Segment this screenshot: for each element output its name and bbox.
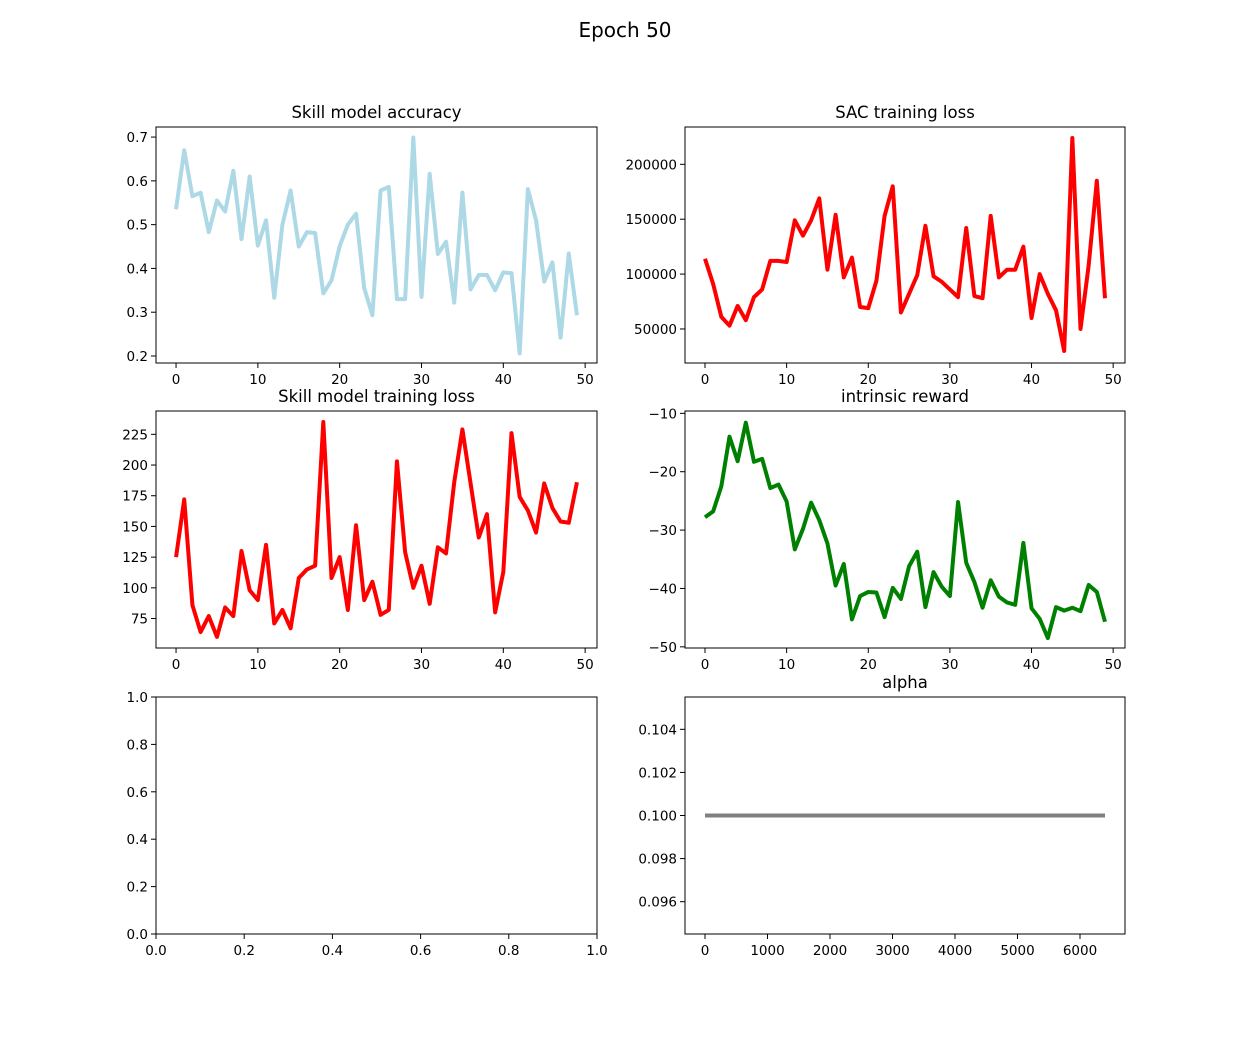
subplot-skill_loss: Skill model training loss 0 10 20 30 40 50 75 10… [122,387,598,673]
x-tick-label: 6000 [1063,943,1097,959]
x-tick-label: 0 [701,943,710,959]
x-tick-label: 10 [778,657,795,673]
axes-frame [684,126,1126,364]
x-tick-label: 50 [1105,657,1122,673]
subplot-reward: intrinsic reward 0 10 20 30 40 50 −50 −40 −30 −20 −… [649,387,1126,673]
y-tick-label: 0.6 [127,785,148,801]
subplot-title: Skill model accuracy [291,103,461,122]
y-tick-label: −50 [649,640,678,656]
x-tick-label: 20 [860,372,877,388]
x-tick-label: 50 [1105,372,1122,388]
y-tick-label: 100 [122,581,148,597]
x-tick-label: 1.0 [586,943,607,959]
y-tick-label: 150 [122,519,148,535]
y-tick-label: 0.3 [127,305,148,321]
y-tick-label: 0.2 [127,349,148,365]
y-tick-label: 200000 [625,157,677,173]
series-line [174,135,579,356]
x-tick-label: 1000 [750,943,784,959]
x-tick-label: 40 [1023,372,1040,388]
y-tick-label: 0.7 [127,130,148,146]
subplot-title: Skill model training loss [278,387,475,406]
x-tick-label: 20 [331,372,348,388]
subplot-empty: 0.0 0.2 0.4 0.6 0.8 1.0 0.0 0.2 0.4 0.6 0.8 1.0 [127,690,608,959]
x-tick-label: 40 [495,372,512,388]
y-tick-label: 0.6 [127,174,148,190]
y-tick-label: 0.8 [127,737,148,753]
y-tick-label: −10 [649,406,678,422]
y-tick-label: 0.2 [127,880,148,896]
x-tick-label: 0 [172,657,181,673]
x-tick-label: 20 [860,657,877,673]
x-tick-label: 20 [331,657,348,673]
x-tick-label: 0 [172,372,181,388]
series-line [703,420,1107,641]
x-tick-label: 2000 [813,943,847,959]
y-tick-label: −30 [649,523,678,539]
x-tick-label: 0.2 [233,943,254,959]
y-tick-label: 0.0 [127,927,148,943]
subplot-alpha: alpha 0 1000 2000 3000 4000 5000 6000 0.096 0.098… [638,673,1126,959]
x-tick-label: 30 [413,657,430,673]
figure-title: Epoch 50 [578,18,671,42]
x-tick-label: 50 [577,657,594,673]
y-tick-label: 0.098 [638,852,677,868]
y-tick-label: 200 [122,458,148,474]
y-tick-label: 0.102 [638,765,677,781]
subplot-title: intrinsic reward [841,387,969,406]
axes-frame [155,696,598,935]
y-tick-label: −20 [649,465,678,481]
subplot-acc: Skill model accuracy 0 10 20 30 40 50 0.2 0.3 0.4… [127,103,598,388]
axes-frame [155,410,598,649]
subplot-title: SAC training loss [835,103,975,122]
y-tick-label: 125 [122,550,148,566]
x-tick-label: 10 [249,657,266,673]
y-tick-label: 175 [122,489,148,505]
x-tick-label: 3000 [875,943,909,959]
x-tick-label: 0 [701,372,710,388]
subplot-sac: SAC training loss 0 10 20 30 40 50 50000 100000 1… [625,103,1126,388]
x-tick-label: 50 [577,372,594,388]
y-tick-label: 150000 [625,212,677,228]
subplots: Skill model accuracy 0 10 20 30 40 50 0.2 0.3 0.4… [122,103,1126,959]
x-tick-label: 30 [941,372,958,388]
x-tick-label: 0.8 [498,943,519,959]
y-tick-label: 1.0 [127,690,148,706]
x-tick-label: 5000 [1000,943,1034,959]
series-line [703,135,1107,353]
x-tick-label: 30 [941,657,958,673]
x-tick-label: 40 [1023,657,1040,673]
y-tick-label: 75 [131,612,148,628]
x-tick-label: 0.4 [322,943,343,959]
y-tick-label: 0.096 [638,895,677,911]
x-tick-label: 30 [413,372,430,388]
x-tick-label: 10 [778,372,795,388]
y-tick-label: 225 [122,427,148,443]
x-tick-label: 0.6 [410,943,431,959]
y-tick-label: 0.4 [127,832,148,848]
y-tick-label: 0.104 [638,722,677,738]
x-tick-label: 10 [249,372,266,388]
y-tick-label: 0.4 [127,261,148,277]
y-tick-label: 50000 [634,322,677,338]
y-tick-label: 0.100 [638,809,677,825]
x-tick-label: 4000 [938,943,972,959]
y-tick-label: 0.5 [127,218,148,234]
x-tick-label: 0.0 [145,943,166,959]
x-tick-label: 40 [495,657,512,673]
x-tick-label: 0 [701,657,710,673]
subplot-title: alpha [882,673,928,692]
series-line [174,420,579,639]
axes-frame [684,410,1126,649]
axes-frame [155,126,598,364]
y-tick-label: 100000 [625,267,677,283]
y-tick-label: −40 [649,581,678,597]
